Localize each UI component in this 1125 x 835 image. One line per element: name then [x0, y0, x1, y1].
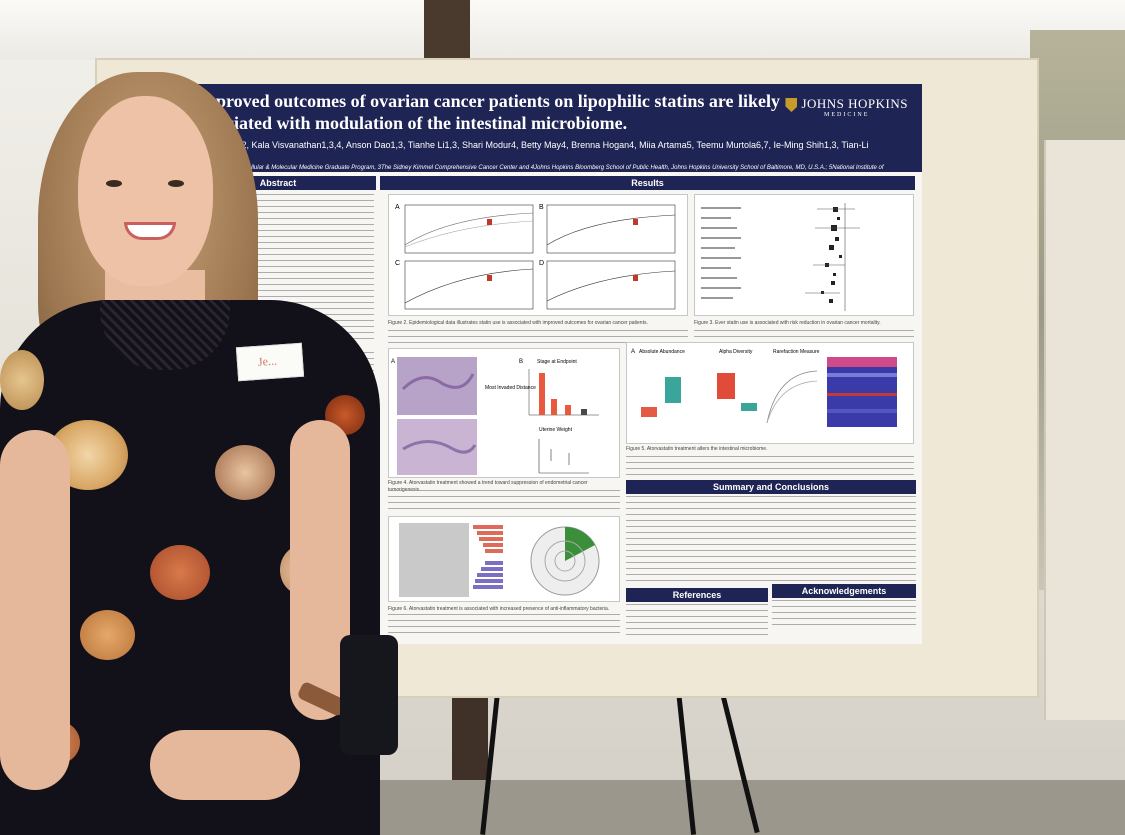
logo-subtext: MEDICINE — [824, 112, 870, 119]
figure-3-caption: Figure 3. Ever statin use is associated … — [694, 320, 881, 326]
person-eye — [168, 180, 184, 187]
figure-3-panel — [694, 194, 914, 316]
figure-6-panel — [388, 516, 620, 602]
svg-text:A: A — [631, 349, 635, 355]
name-badge: Je... — [235, 342, 305, 382]
poster-authors: M. Liberto1,2, Kala Visvanathan1,3,4, An… — [194, 140, 869, 161]
summary-text — [626, 496, 916, 584]
survival-curves: A B C D — [395, 204, 676, 310]
figure-2-panel: A B C D — [388, 194, 688, 316]
abundance-label: Absolute Abundance — [639, 349, 685, 355]
references-heading: References — [626, 588, 768, 602]
person-hands — [150, 730, 300, 800]
panel-label: C — [395, 260, 400, 267]
flower-print — [80, 610, 135, 660]
flower-print — [215, 445, 275, 500]
stage-label: Stage at Endpoint — [537, 359, 577, 365]
uterine-label: Uterine Weight — [539, 427, 573, 433]
figure-5-text — [626, 456, 914, 476]
poster-header: Improved outcomes of ovarian cancer pati… — [180, 84, 922, 179]
johns-hopkins-logo: JOHNS HOPKINS MEDICINE — [785, 96, 908, 118]
flower-print — [150, 545, 210, 600]
lefse-and-cladogram — [399, 523, 600, 597]
person-left-arm — [0, 430, 70, 790]
figure-4-text — [388, 490, 620, 514]
figure-3-text — [694, 330, 914, 342]
alpha-label: Alpha Diversity — [719, 349, 753, 355]
svg-text:B: B — [519, 359, 523, 365]
poster-title: Improved outcomes of ovarian cancer pati… — [194, 91, 781, 133]
figure-6-text — [388, 614, 620, 638]
figure-2-text — [388, 330, 688, 346]
flower-print — [0, 350, 44, 410]
acknowledgements-heading: Acknowledgements — [772, 584, 916, 598]
figure-5-panel: A Absolute Abundance Alpha Diversity Rar… — [626, 342, 914, 444]
panel-label: A — [395, 204, 400, 211]
person-face — [78, 96, 213, 286]
shield-icon — [785, 98, 798, 113]
acknowledgements-text — [772, 600, 916, 630]
histology-and-bar-charts: A B Stage at Endpoint Most Invaded Dista… — [391, 357, 599, 475]
figure-4-panel: A B Stage at Endpoint Most Invaded Dista… — [388, 348, 620, 478]
svg-text:A: A — [391, 359, 395, 365]
rarefaction-label: Rarefaction Measure — [773, 349, 820, 355]
research-poster: Improved outcomes of ovarian cancer pati… — [180, 84, 922, 644]
tent-pole — [424, 0, 470, 62]
panel-label: D — [539, 260, 544, 267]
forest-plot — [701, 203, 860, 311]
tent-ceiling — [0, 0, 1125, 60]
panel-label: B — [539, 204, 544, 211]
summary-heading: Summary and Conclusions — [626, 480, 916, 494]
references-text — [626, 604, 768, 638]
figure-2-caption: Figure 2. Epidemiological data illustrat… — [388, 320, 648, 326]
results-heading: Results — [380, 176, 915, 190]
figure-6-caption: Figure 6. Atorvastatin treatment is asso… — [388, 606, 610, 612]
distance-label: Most Invaded Distance — [485, 385, 536, 391]
name-badge-text: Je... — [257, 353, 278, 369]
adjacent-poster-board — [1044, 140, 1125, 720]
person-eye — [106, 180, 122, 187]
figure-5-caption: Figure 5. Atorvastatin treatment alters … — [626, 446, 768, 452]
microbiome-charts: A Absolute Abundance Alpha Diversity Rar… — [631, 349, 897, 427]
shoulder-bag — [340, 635, 398, 755]
logo-text: JOHNS HOPKINS — [801, 96, 908, 111]
